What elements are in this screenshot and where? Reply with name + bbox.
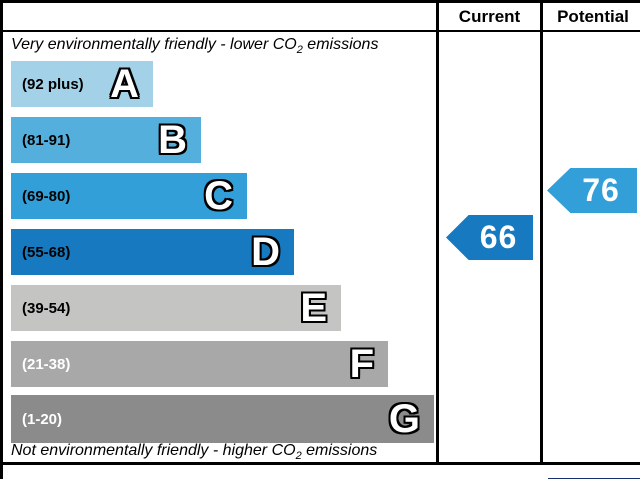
header-underline (3, 30, 640, 32)
bottom-note-text: Not environmentally friendly - higher CO (11, 442, 296, 459)
potential-rating-arrow: 76 (547, 168, 637, 213)
band-letter: D (251, 230, 280, 274)
top-note-suffix: emissions (302, 36, 379, 53)
band-row-g: (1-20) G (11, 395, 434, 443)
band-range-label: (69-80) (22, 187, 71, 205)
top-note: Very environmentally friendly - lower CO… (11, 36, 431, 56)
band-range-label: (55-68) (22, 243, 71, 261)
column-divider-current (436, 3, 439, 463)
bottom-note: Not environmentally friendly - higher CO… (11, 442, 431, 462)
column-divider-potential (540, 3, 543, 463)
band-row-e: (39-54) E (11, 285, 341, 331)
band-range-label: (39-54) (22, 299, 71, 317)
band-row-b: (81-91) B (11, 117, 201, 163)
band-letter: E (300, 286, 327, 330)
band-range-label: (21-38) (22, 355, 71, 373)
band-row-f: (21-38) F (11, 341, 388, 387)
band-row-a: (92 plus) A (11, 61, 153, 107)
band-letter: F (349, 342, 374, 386)
bottom-note-subscript: 2 (295, 450, 302, 463)
band-letter: G (388, 397, 420, 441)
current-rating-value: 66 (479, 219, 518, 255)
potential-rating-value: 76 (582, 172, 620, 208)
band-letter: C (204, 174, 233, 218)
band-range-label: (1-20) (22, 410, 63, 428)
bottom-note-suffix: emissions (301, 442, 378, 459)
band-letter: B (158, 118, 187, 162)
current-rating-arrow: 66 (446, 215, 533, 260)
top-note-subscript: 2 (296, 44, 303, 57)
band-letter: A (110, 62, 139, 106)
current-column-header: Current (458, 7, 521, 26)
band-row-c: (69-80) C (11, 173, 247, 219)
top-note-text: Very environmentally friendly - lower CO (11, 36, 297, 53)
band-range-label: (81-91) (22, 131, 71, 149)
potential-column-header: Potential (557, 7, 629, 26)
band-range-label: (92 plus) (22, 75, 84, 93)
chart-bottom-border (3, 462, 640, 465)
band-row-d: (55-68) D (11, 229, 294, 275)
